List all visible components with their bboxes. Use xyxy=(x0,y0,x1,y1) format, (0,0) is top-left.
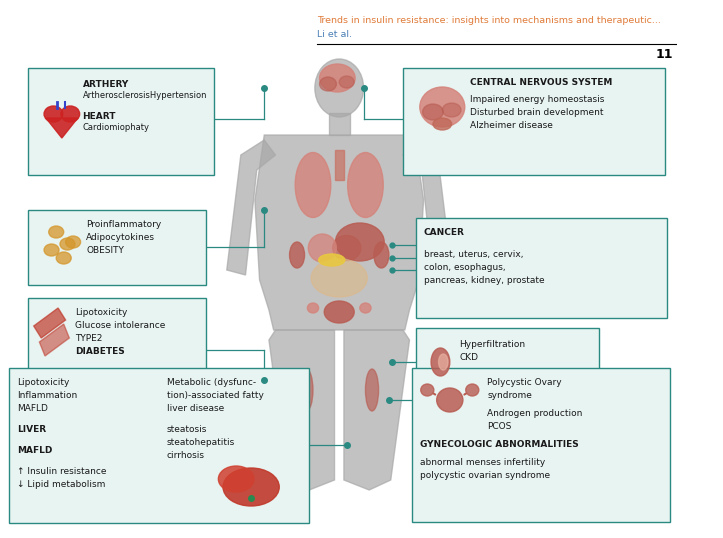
Text: Cardiomiophaty: Cardiomiophaty xyxy=(82,123,150,132)
Text: MAFLD: MAFLD xyxy=(17,446,52,455)
Text: steatosis: steatosis xyxy=(167,425,208,434)
Ellipse shape xyxy=(439,354,448,370)
Text: Alzheimer disease: Alzheimer disease xyxy=(471,121,553,130)
Ellipse shape xyxy=(335,223,384,261)
Ellipse shape xyxy=(339,76,354,88)
Text: CENTRAL NERVOUS SYSTEM: CENTRAL NERVOUS SYSTEM xyxy=(471,78,613,87)
Text: GYNECOLOGIC ABNORMALITIES: GYNECOLOGIC ABNORMALITIES xyxy=(420,440,578,449)
Ellipse shape xyxy=(295,152,331,217)
Text: breast, uterus, cervix,: breast, uterus, cervix, xyxy=(424,250,523,259)
FancyBboxPatch shape xyxy=(335,150,344,180)
Text: abnormal menses infertility: abnormal menses infertility xyxy=(420,458,545,467)
Ellipse shape xyxy=(48,226,64,238)
Polygon shape xyxy=(344,330,409,490)
Ellipse shape xyxy=(320,77,336,91)
Text: Trends in insulin resistance: insights into mechanisms and therapeutic...: Trends in insulin resistance: insights i… xyxy=(317,16,661,25)
Ellipse shape xyxy=(324,301,354,323)
Text: Lipotoxicity: Lipotoxicity xyxy=(17,378,69,387)
Ellipse shape xyxy=(420,87,465,127)
Text: CKD: CKD xyxy=(459,353,478,362)
Text: OBESITY: OBESITY xyxy=(86,246,124,255)
FancyBboxPatch shape xyxy=(416,218,667,318)
Ellipse shape xyxy=(223,468,279,506)
Ellipse shape xyxy=(365,369,379,411)
Text: 11: 11 xyxy=(655,48,673,61)
Ellipse shape xyxy=(66,236,80,248)
Text: steatohepatitis: steatohepatitis xyxy=(167,438,235,447)
FancyBboxPatch shape xyxy=(412,368,670,522)
Text: Adipocytokines: Adipocytokines xyxy=(86,233,155,242)
Polygon shape xyxy=(255,135,424,330)
Text: CANCER: CANCER xyxy=(424,228,464,237)
Text: ARTHERY: ARTHERY xyxy=(82,80,129,89)
Text: Disturbed brain development: Disturbed brain development xyxy=(471,108,604,117)
Text: Li et al.: Li et al. xyxy=(317,30,351,39)
Text: Polycystic Ovary: Polycystic Ovary xyxy=(487,378,562,387)
FancyBboxPatch shape xyxy=(329,113,349,135)
Ellipse shape xyxy=(61,106,80,122)
Text: Metabolic (dysfunc-: Metabolic (dysfunc- xyxy=(167,378,256,387)
Text: ↓ Lipid metabolism: ↓ Lipid metabolism xyxy=(17,480,106,489)
FancyBboxPatch shape xyxy=(403,68,665,175)
Ellipse shape xyxy=(421,384,434,396)
Ellipse shape xyxy=(348,152,383,217)
FancyBboxPatch shape xyxy=(28,298,206,388)
Ellipse shape xyxy=(300,369,313,411)
Text: Glucose intolerance: Glucose intolerance xyxy=(75,321,166,330)
Ellipse shape xyxy=(437,388,463,412)
Text: Lipotoxicity: Lipotoxicity xyxy=(75,308,127,317)
Text: cirrhosis: cirrhosis xyxy=(167,451,205,460)
Ellipse shape xyxy=(56,252,72,264)
Text: Impaired energy homeostasis: Impaired energy homeostasis xyxy=(471,95,604,104)
Text: liver disease: liver disease xyxy=(167,404,224,413)
Text: tion)-associated fatty: tion)-associated fatty xyxy=(167,391,264,400)
Text: ↑ Insulin resistance: ↑ Insulin resistance xyxy=(17,467,106,476)
Ellipse shape xyxy=(289,242,304,268)
Ellipse shape xyxy=(311,259,367,297)
Text: pancreas, kidney, prostate: pancreas, kidney, prostate xyxy=(424,276,544,285)
Text: syndrome: syndrome xyxy=(487,391,532,400)
Ellipse shape xyxy=(315,59,364,117)
Ellipse shape xyxy=(433,118,452,130)
Ellipse shape xyxy=(442,103,461,117)
FancyBboxPatch shape xyxy=(28,68,214,175)
Text: polycystic ovarian syndrome: polycystic ovarian syndrome xyxy=(420,471,550,480)
Text: Proinflammatory: Proinflammatory xyxy=(86,220,161,229)
Ellipse shape xyxy=(44,106,63,122)
Text: Inflammation: Inflammation xyxy=(17,391,77,400)
Text: Hyperfiltration: Hyperfiltration xyxy=(459,340,526,349)
Text: LIVER: LIVER xyxy=(17,425,46,434)
Ellipse shape xyxy=(374,242,389,268)
Text: Androgen production: Androgen production xyxy=(487,409,583,418)
Ellipse shape xyxy=(307,303,319,313)
Ellipse shape xyxy=(60,238,75,250)
Polygon shape xyxy=(34,308,66,338)
Text: TYPE2: TYPE2 xyxy=(75,334,103,343)
Polygon shape xyxy=(227,140,275,275)
Polygon shape xyxy=(39,324,69,356)
Ellipse shape xyxy=(319,254,345,266)
Ellipse shape xyxy=(423,104,443,120)
Polygon shape xyxy=(269,330,335,490)
Text: ArtherosclerosisHypertension: ArtherosclerosisHypertension xyxy=(82,91,207,100)
Ellipse shape xyxy=(431,348,450,376)
Ellipse shape xyxy=(320,64,355,92)
FancyBboxPatch shape xyxy=(9,368,309,523)
Ellipse shape xyxy=(333,236,361,260)
Ellipse shape xyxy=(466,384,479,396)
Polygon shape xyxy=(46,118,78,138)
Polygon shape xyxy=(403,140,452,275)
Text: HEART: HEART xyxy=(82,112,116,121)
Ellipse shape xyxy=(44,244,59,256)
Text: colon, esophagus,: colon, esophagus, xyxy=(424,263,505,272)
Ellipse shape xyxy=(308,234,336,262)
Ellipse shape xyxy=(360,303,371,313)
Text: PCOS: PCOS xyxy=(487,422,512,431)
Text: MAFLD: MAFLD xyxy=(17,404,48,413)
Ellipse shape xyxy=(218,466,254,492)
FancyBboxPatch shape xyxy=(416,328,599,395)
FancyBboxPatch shape xyxy=(28,210,206,285)
Text: DIABETES: DIABETES xyxy=(75,347,124,356)
